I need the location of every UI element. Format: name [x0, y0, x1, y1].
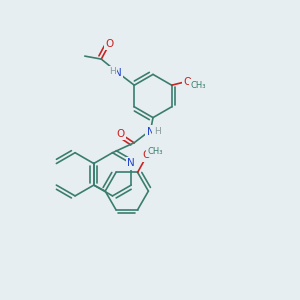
- Text: O: O: [106, 38, 114, 49]
- Text: CH₃: CH₃: [148, 147, 163, 156]
- Text: O: O: [142, 150, 151, 160]
- Text: N: N: [114, 68, 122, 78]
- Text: H: H: [109, 68, 116, 76]
- Text: N: N: [127, 158, 135, 169]
- Text: N: N: [147, 127, 154, 137]
- Text: H: H: [154, 128, 160, 136]
- Text: O: O: [183, 76, 191, 87]
- Text: O: O: [116, 129, 125, 139]
- Text: CH₃: CH₃: [190, 81, 206, 90]
